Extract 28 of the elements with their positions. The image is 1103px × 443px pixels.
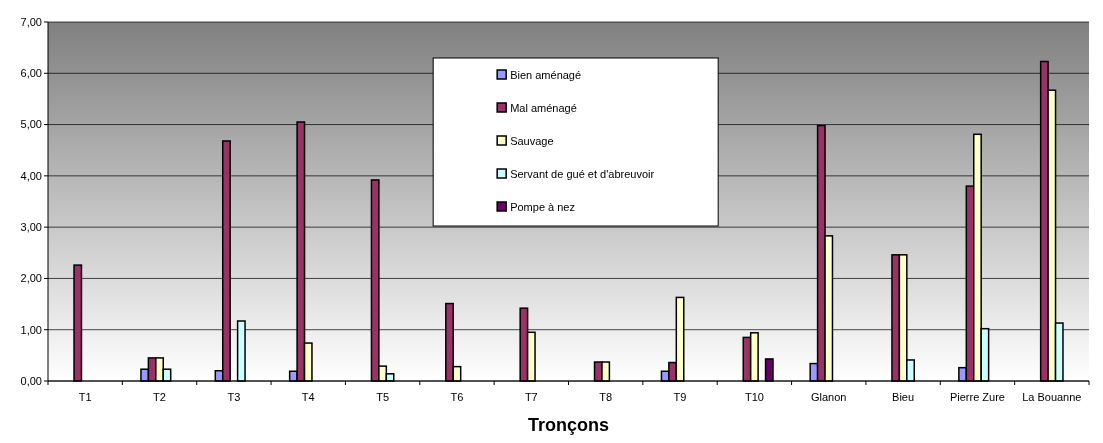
y-tick-label: 7,00: [20, 15, 42, 28]
y-tick-label: 5,00: [20, 118, 42, 131]
x-tick-label: T4: [301, 391, 315, 403]
x-tick-label: Glanon: [811, 391, 847, 403]
x-tick-label: La Bouanne: [1022, 391, 1082, 403]
x-tick-label: Pierre Zure: [949, 391, 1005, 403]
x-tick-label: T10: [744, 391, 764, 403]
legend-label: Sauvage: [510, 134, 554, 147]
y-tick-label: 4,00: [20, 169, 42, 182]
y-tick-label: 6,00: [20, 67, 42, 80]
x-tick-label: T3: [227, 391, 241, 403]
x-tick-label: T9: [673, 391, 687, 403]
legend-label: Bien aménagé: [510, 68, 582, 81]
y-tick-label: 0,00: [20, 374, 42, 387]
legend-label: Pompe à nez: [510, 200, 575, 213]
x-tick-label: T1: [78, 391, 92, 403]
legend-label: Servant de gué et d'abreuvoir: [510, 167, 655, 180]
x-tick-label: T5: [376, 391, 390, 403]
x-tick-label: T6: [450, 391, 464, 403]
y-tick-label: 1,00: [20, 323, 42, 336]
y-tick-label: 2,00: [20, 272, 42, 285]
x-tick-label: T2: [153, 391, 166, 403]
x-axis-title: Tronçons: [527, 415, 610, 435]
x-tick-label: Bieu: [892, 391, 915, 403]
x-tick-label: T8: [599, 391, 613, 403]
legend-label: Mal aménagé: [510, 101, 577, 114]
x-tick-label: T7: [524, 391, 538, 403]
y-tick-label: 3,00: [20, 220, 42, 233]
